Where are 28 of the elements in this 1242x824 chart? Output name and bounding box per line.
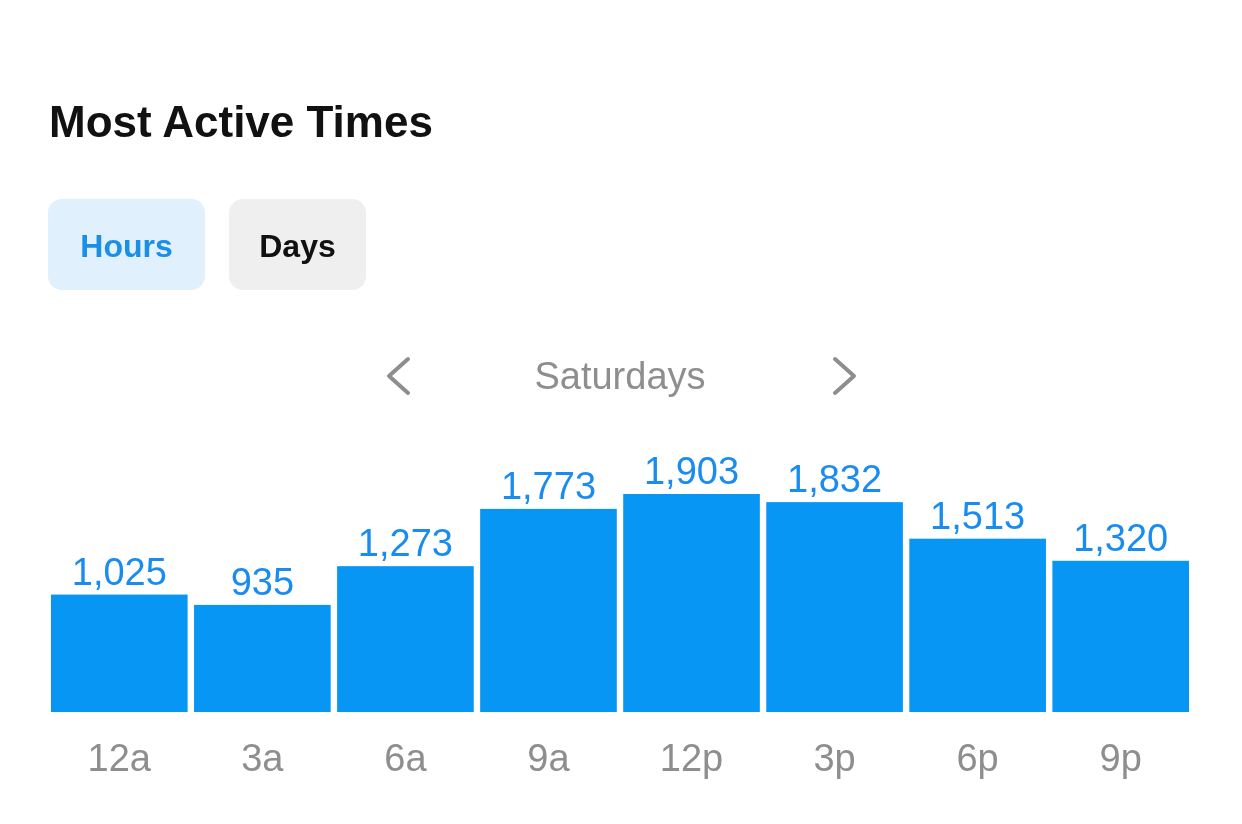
- chart-subtitle: Saturdays: [534, 355, 706, 397]
- bar: [480, 508, 617, 712]
- x-tick-label: 12a: [87, 737, 152, 779]
- data-label: 1,320: [1073, 516, 1169, 559]
- data-label: 1,773: [500, 464, 597, 507]
- x-tick-label: 9p: [1099, 737, 1142, 779]
- bar: [51, 594, 188, 712]
- x-tick-label: 6p: [956, 737, 999, 779]
- text: Hours: [80, 228, 173, 264]
- bar: [623, 494, 760, 712]
- data-label: 1,025: [71, 550, 167, 593]
- bar: [337, 566, 474, 712]
- x-tick-label: 6a: [384, 737, 428, 779]
- x-tick-label: 12p: [659, 737, 724, 779]
- bar: [194, 604, 331, 712]
- chart-title: Most Active Times: [49, 97, 433, 146]
- x-tick-label: 9a: [527, 737, 571, 779]
- data-label: 1,832: [787, 458, 883, 501]
- x-tick-label: 3a: [241, 737, 285, 779]
- bar: [909, 538, 1046, 712]
- data-label: 1,513: [930, 494, 1026, 537]
- data-label: 1,903: [643, 450, 740, 492]
- data-label: 935: [230, 560, 295, 603]
- bar: [1052, 560, 1189, 712]
- text: Days: [259, 228, 336, 264]
- bar: [766, 502, 903, 712]
- data-label: 1,273: [357, 522, 453, 565]
- x-tick-label: 3p: [813, 737, 856, 779]
